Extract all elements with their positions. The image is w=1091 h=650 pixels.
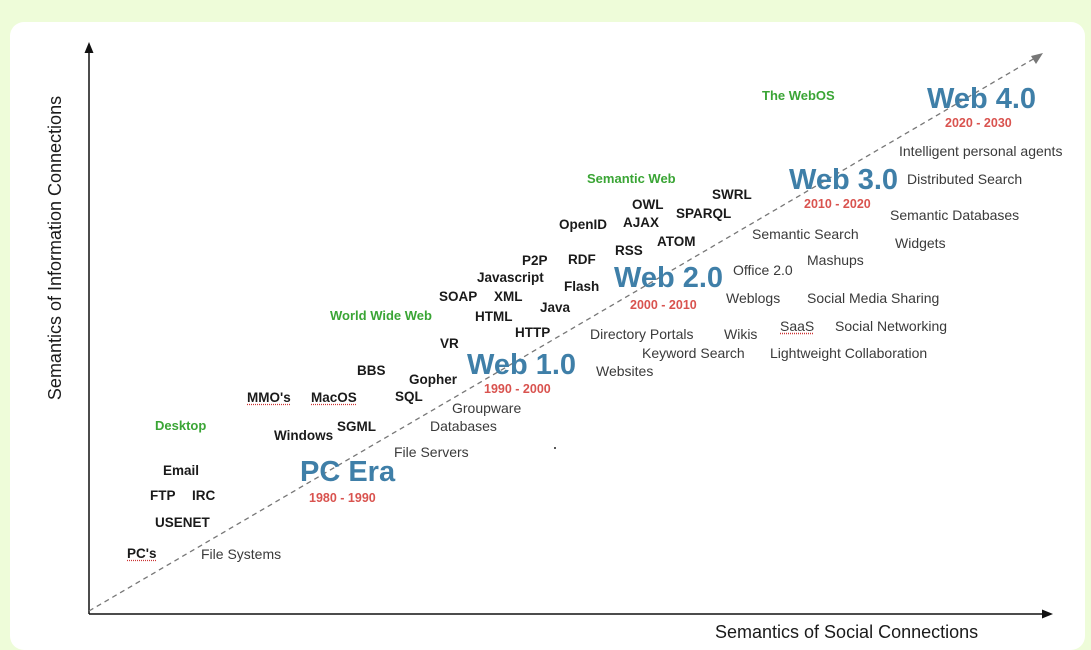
app-keyword-search: Keyword Search [642, 345, 745, 361]
tech-mmos: MMO's [247, 390, 291, 405]
app-saas: SaaS [780, 318, 815, 334]
tech-sql: SQL [395, 389, 423, 404]
era-years-web3: 2010 - 2020 [804, 197, 871, 211]
app-semantic-databases: Semantic Databases [890, 207, 1020, 223]
x-axis-arrow-icon [1042, 609, 1053, 619]
trend-line [88, 57, 1036, 612]
era-years-web4: 2020 - 2030 [945, 116, 1012, 130]
stray-dot [554, 447, 556, 449]
tech-gopher: Gopher [409, 372, 458, 387]
tech-sparql: SPARQL [676, 206, 732, 221]
tech-ajax: AJAX [623, 215, 660, 230]
diagram-panel: Semantics of Information Connections Sem… [10, 22, 1085, 650]
tech-macos: MacOS [311, 390, 357, 405]
tech-flash: Flash [564, 279, 600, 294]
app-semantic-search: Semantic Search [752, 226, 859, 242]
tech-soap: SOAP [439, 289, 478, 304]
app-file-servers: File Servers [394, 444, 469, 460]
app-databases: Databases [430, 418, 497, 434]
era-title-pc: PC Era [300, 456, 396, 488]
era-years-web2: 2000 - 2010 [630, 298, 697, 312]
tech-rdf: RDF [568, 252, 596, 267]
app-file-systems: File Systems [201, 546, 282, 562]
tech-pcs: PC's [127, 546, 157, 561]
tech-ftp: FTP [150, 488, 176, 503]
tech-javascript: Javascript [477, 270, 544, 285]
app-widgets: Widgets [895, 235, 946, 251]
app-social-networking: Social Networking [835, 318, 948, 334]
tech-bbs: BBS [357, 363, 386, 378]
app-directory-portals: Directory Portals [590, 326, 694, 342]
app-distributed-search: Distributed Search [907, 171, 1023, 187]
app-intelligent-personal-agents: Intelligent personal agents [899, 143, 1063, 159]
tech-windows: Windows [274, 428, 334, 443]
tech-irc: IRC [192, 488, 216, 503]
app-social-media-sharing: Social Media Sharing [807, 290, 940, 306]
era-years-web1: 1990 - 2000 [484, 382, 551, 396]
era-title-web2: Web 2.0 [614, 262, 724, 294]
tech-p2p: P2P [522, 253, 548, 268]
tech-http: HTTP [515, 325, 551, 340]
app-websites: Websites [596, 363, 654, 379]
y-axis-arrow-icon [84, 42, 94, 53]
category-world-wide-web: World Wide Web [330, 308, 432, 323]
tech-vr: VR [440, 336, 459, 351]
x-axis-label: Semantics of Social Connections [715, 622, 979, 642]
category-semantic-web: Semantic Web [587, 171, 676, 186]
app-mashups: Mashups [807, 252, 864, 268]
tech-swrl: SWRL [712, 187, 752, 202]
era-title-web3: Web 3.0 [789, 164, 899, 196]
tech-openid: OpenID [559, 217, 608, 232]
tech-xml: XML [494, 289, 523, 304]
era-title-web4: Web 4.0 [927, 83, 1037, 115]
app-wikis: Wikis [724, 326, 758, 342]
tech-email: Email [163, 463, 200, 478]
tech-owl: OWL [632, 197, 664, 212]
app-office-2: Office 2.0 [733, 262, 793, 278]
app-weblogs: Weblogs [726, 290, 781, 306]
tech-rss: RSS [615, 243, 643, 258]
category-desktop: Desktop [155, 418, 207, 433]
tech-usenet: USENET [155, 515, 210, 530]
tech-sgml: SGML [337, 419, 376, 434]
app-lightweight-collaboration: Lightweight Collaboration [770, 345, 928, 361]
tech-html: HTML [475, 309, 513, 324]
tech-atom: ATOM [657, 234, 696, 249]
tech-java: Java [540, 300, 571, 315]
y-axis-label: Semantics of Information Connections [45, 95, 65, 401]
era-title-web1: Web 1.0 [467, 349, 577, 381]
trend-arrow-icon [1031, 53, 1043, 64]
era-years-pc: 1980 - 1990 [309, 491, 376, 505]
app-groupware: Groupware [452, 400, 522, 416]
diagram-canvas [84, 42, 1053, 619]
category-the-webos: The WebOS [762, 88, 835, 103]
